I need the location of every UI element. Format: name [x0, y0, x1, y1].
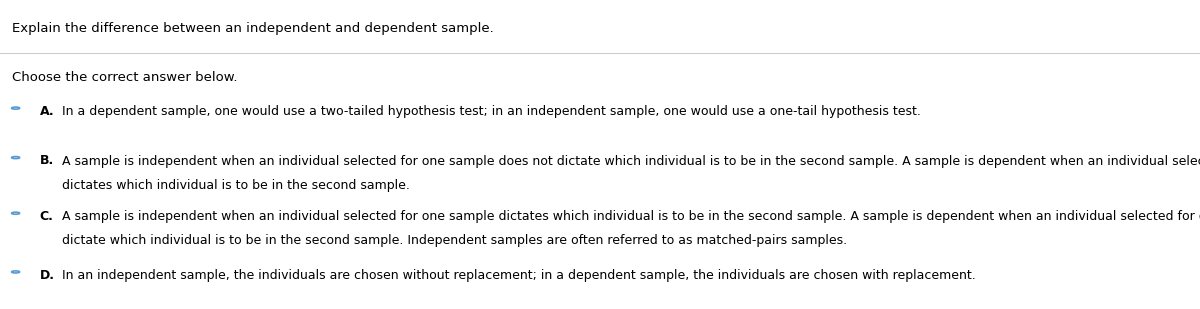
- Text: A sample is independent when an individual selected for one sample dictates whic: A sample is independent when an individu…: [62, 210, 1200, 223]
- Text: dictate which individual is to be in the second sample. Independent samples are : dictate which individual is to be in the…: [62, 234, 847, 247]
- Text: In an independent sample, the individuals are chosen without replacement; in a d: In an independent sample, the individual…: [62, 269, 976, 282]
- Text: A sample is independent when an individual selected for one sample does not dict: A sample is independent when an individu…: [62, 154, 1200, 167]
- Text: B.: B.: [40, 154, 54, 167]
- Text: In a dependent sample, one would use a two-tailed hypothesis test; in an indepen: In a dependent sample, one would use a t…: [62, 105, 922, 118]
- Text: Explain the difference between an independent and dependent sample.: Explain the difference between an indepe…: [12, 22, 493, 35]
- Text: Choose the correct answer below.: Choose the correct answer below.: [12, 71, 238, 84]
- Text: D.: D.: [40, 269, 55, 282]
- Text: A.: A.: [40, 105, 54, 118]
- Text: dictates which individual is to be in the second sample.: dictates which individual is to be in th…: [62, 179, 410, 192]
- Text: C.: C.: [40, 210, 54, 223]
